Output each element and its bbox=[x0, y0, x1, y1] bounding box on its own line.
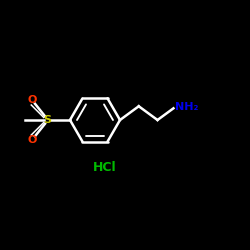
Text: O: O bbox=[28, 95, 37, 105]
Text: HCl: HCl bbox=[93, 161, 117, 174]
Text: S: S bbox=[44, 115, 52, 125]
Text: NH₂: NH₂ bbox=[175, 102, 198, 112]
Text: O: O bbox=[28, 135, 37, 145]
